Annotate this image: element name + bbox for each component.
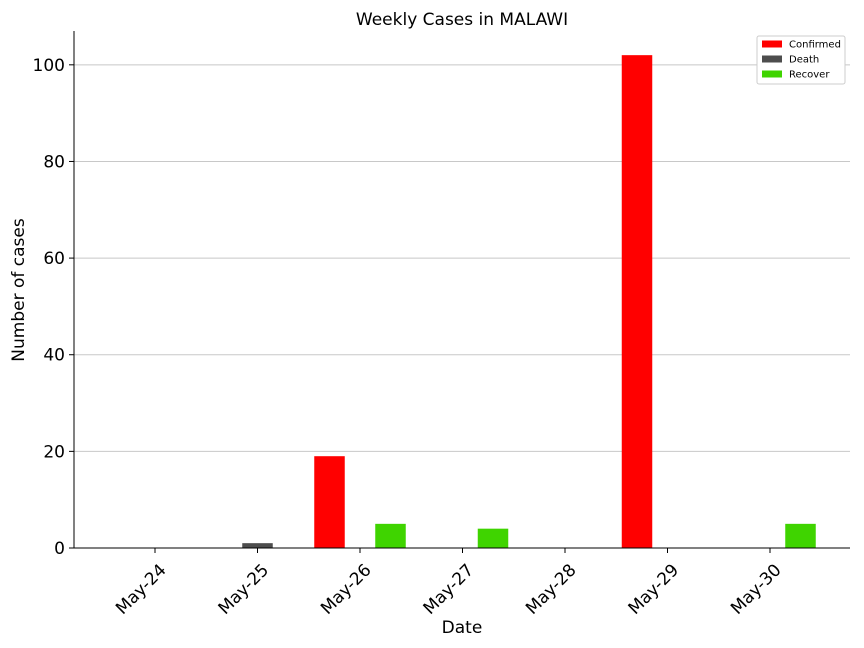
bar-confirmed-may-29 <box>621 55 653 549</box>
x-axis-label: Date <box>442 618 483 638</box>
legend-label-death: Death <box>789 55 819 66</box>
y-axis-label: Number of cases <box>9 218 29 362</box>
x-tick-label: May-29 <box>625 560 683 618</box>
x-tick-label: May-24 <box>112 560 170 618</box>
axes <box>73 31 850 549</box>
bars <box>242 55 816 549</box>
legend: Confirmed Death Recover <box>756 35 846 85</box>
bar-confirmed-may-26 <box>314 456 345 548</box>
legend-label-confirmed: Confirmed <box>789 40 841 51</box>
legend-swatch-confirmed <box>762 40 782 48</box>
y-tick-label: 100 <box>33 56 65 76</box>
y-tick-label: 20 <box>43 442 65 462</box>
bar-death-may-25 <box>242 543 273 548</box>
legend-swatch-recover <box>762 70 782 78</box>
bar-recover-may-26 <box>375 523 406 548</box>
y-tick-label: 40 <box>43 346 65 366</box>
x-tick-label: May-25 <box>215 560 273 618</box>
legend-swatch-death <box>762 55 782 63</box>
y-tick-label: 80 <box>43 152 65 172</box>
x-tick-label: May-27 <box>420 560 478 618</box>
bar-recover-may-30 <box>785 523 816 548</box>
legend-label-recover: Recover <box>789 70 830 81</box>
x-tick-label: May-28 <box>522 560 580 618</box>
y-tick-label: 0 <box>54 539 65 559</box>
y-ticks: 0 20 40 60 80 100 <box>33 56 74 559</box>
chart-title: Weekly Cases in MALAWI <box>356 10 568 30</box>
bar-recover-may-27 <box>477 528 509 548</box>
x-tick-label: May-30 <box>727 560 785 618</box>
x-tick-label: May-26 <box>317 560 375 618</box>
gridlines <box>74 64 850 452</box>
x-ticks: May-24 May-25 May-26 May-27 May-28 May-29 May-… <box>112 548 786 619</box>
y-tick-label: 60 <box>43 249 65 269</box>
